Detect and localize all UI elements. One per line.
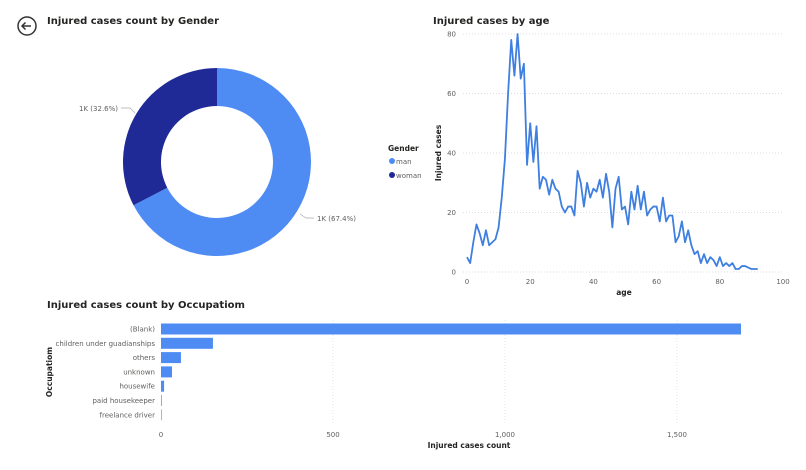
x-tick-label: 0: [159, 431, 163, 439]
legend-label-man[interactable]: man: [396, 158, 412, 166]
bar-unknown[interactable]: [161, 366, 173, 378]
y-tick-label: 40: [447, 150, 456, 158]
bar-others[interactable]: [161, 352, 181, 364]
occupation-bar-chart: Injured cases count by Occupatiom 0 500 1,…: [45, 300, 741, 450]
arrow-left-circle-icon[interactable]: [17, 16, 37, 36]
y-tick-label: 60: [447, 90, 456, 98]
leader-line-man: [299, 213, 314, 219]
x-tick-label: 0: [465, 278, 469, 286]
legend-marker-man[interactable]: [389, 158, 395, 164]
slice-label-man: 1K (67.4%): [317, 215, 356, 223]
slice-label-woman: 1K (32.6%): [79, 105, 118, 113]
back-button[interactable]: [17, 16, 37, 36]
age-line-chart: Injured cases by age 0 20 40 60 80 0 20 40 60 80 1…: [433, 16, 790, 297]
arrow-left-glyph: [20, 21, 31, 31]
category-label: (Blank): [130, 326, 155, 334]
category-label: housewife: [119, 383, 155, 391]
category-label: others: [133, 354, 156, 362]
bar--blank-[interactable]: [161, 323, 741, 335]
legend-marker-woman[interactable]: [389, 172, 395, 178]
x-tick-label: 100: [776, 278, 789, 286]
x-tick-label: 1,000: [495, 431, 515, 439]
donut-slice-woman[interactable]: [123, 68, 217, 206]
y-tick-label: 80: [447, 31, 456, 39]
leader-line-woman: [121, 107, 136, 114]
category-label: unknown: [123, 368, 155, 376]
x-tick-label: 40: [589, 278, 598, 286]
y-tick-label: 20: [447, 209, 456, 217]
x-axis-title: Injured cases count: [428, 441, 511, 450]
x-tick-label: 1,500: [667, 431, 687, 439]
series-line[interactable]: [466, 33, 758, 270]
y-axis-title: Injured cases: [434, 124, 443, 181]
category-label: freelance driver: [100, 411, 156, 419]
bar-freelance-driver[interactable]: [161, 409, 162, 421]
bar-children-under-guadianships[interactable]: [161, 337, 213, 349]
category-label: paid housekeeper: [92, 397, 155, 405]
bar-housewife[interactable]: [161, 380, 165, 392]
donut-slice-man[interactable]: [133, 68, 311, 256]
category-label: children under guadianships: [56, 340, 156, 348]
legend-title: Gender: [388, 144, 419, 153]
gender-donut-chart: Injured cases count by Gender 1K (32.6%)…: [47, 16, 422, 256]
x-tick-label: 500: [326, 431, 339, 439]
y-tick-label: 0: [452, 269, 456, 277]
x-tick-label: 80: [715, 278, 724, 286]
x-axis-title: age: [616, 288, 632, 297]
occupation-chart-title: Injured cases count by Occupatiom: [47, 300, 245, 311]
age-chart-title: Injured cases by age: [433, 16, 550, 27]
x-tick-label: 20: [526, 278, 535, 286]
y-axis-title: Occupatiom: [45, 347, 54, 397]
bar-paid-housekeeper[interactable]: [161, 395, 162, 406]
x-tick-label: 60: [652, 278, 661, 286]
legend-label-woman[interactable]: woman: [396, 172, 422, 180]
gender-chart-title: Injured cases count by Gender: [47, 16, 219, 27]
